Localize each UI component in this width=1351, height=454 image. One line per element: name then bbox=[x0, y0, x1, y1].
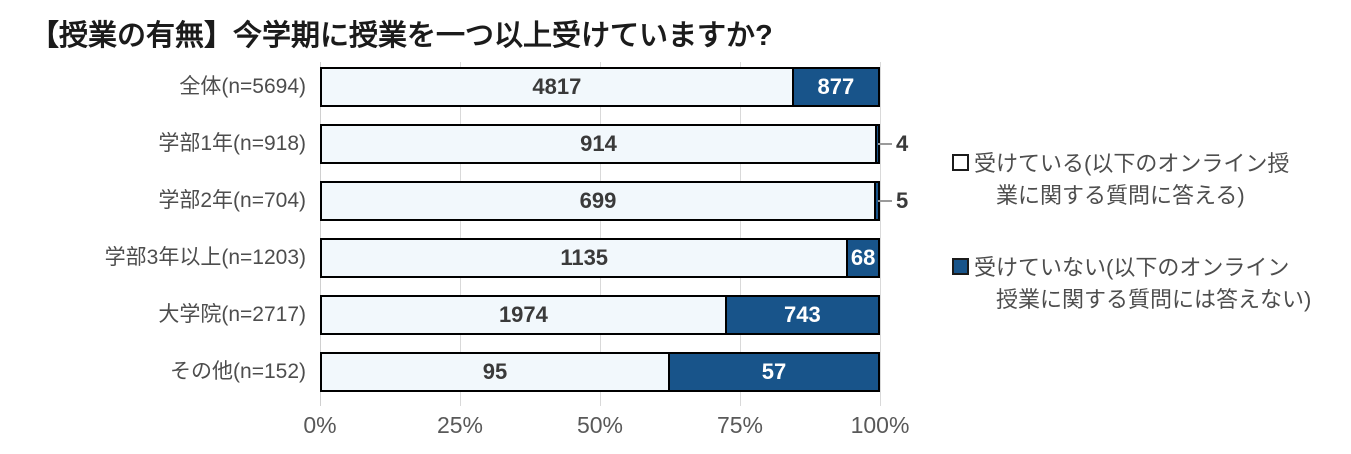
x-tick-label-75%: 75% bbox=[716, 412, 764, 438]
legend-label-1-line1: 受けている(以下のオンライン授 bbox=[974, 151, 1290, 176]
x-tick-label-50%: 50% bbox=[576, 412, 624, 438]
bar-value-light: 95 bbox=[482, 359, 508, 384]
bar-value-dark: 68 bbox=[850, 245, 876, 270]
legend-label-2-line2: 授業に関する質問には答えない) bbox=[996, 286, 1312, 312]
gridline-100% bbox=[880, 62, 881, 406]
chart-legend: 受けている(以下のオンライン授 業に関する質問に答える) 受けていない(以下のオ… bbox=[952, 148, 1347, 356]
bar-value-dark: 743 bbox=[784, 302, 821, 327]
category-axis-labels: 全体(n=5694) 学部1年(n=918) 学部2年(n=704) 学部3年以上(n… bbox=[10, 62, 306, 404]
category-label: 学部1年(n=918) bbox=[158, 132, 306, 155]
bar-value-light: 914 bbox=[580, 131, 617, 156]
bar-value-light: 1974 bbox=[498, 302, 548, 327]
legend-label-1: 受けている(以下のオンライン授 業に関する質問に答える) bbox=[974, 148, 1289, 212]
gridline-75% bbox=[740, 62, 741, 406]
bar-segment-dark[interactable]: 743 bbox=[724, 295, 880, 335]
bar-row: 914 4 bbox=[320, 124, 908, 164]
bar-value-dark: 57 bbox=[761, 359, 787, 384]
callout-leader-line bbox=[877, 200, 892, 202]
bar-segment-light[interactable]: 699 bbox=[320, 181, 877, 221]
gridline-25% bbox=[460, 62, 461, 406]
bar-segment-dark[interactable]: 877 bbox=[791, 67, 880, 107]
plot-area: 4817 877 914 4 699 5 1135 68 1974 743 95 57 bbox=[320, 62, 908, 406]
chart-title: 【授業の有無】今学期に授業を一つ以上受けていますか? bbox=[30, 20, 773, 52]
gridline-50% bbox=[600, 62, 601, 406]
legend-label-2: 受けていない(以下のオンライン 授業に関する質問には答えない) bbox=[974, 252, 1311, 316]
bar-segment-dark[interactable]: 4 bbox=[875, 124, 908, 164]
bar-segment-dark[interactable]: 68 bbox=[846, 238, 880, 278]
gridline-0% bbox=[320, 62, 321, 406]
x-axis: 0% 25% 50% 75% 100% bbox=[303, 404, 909, 444]
category-label: 学部2年(n=704) bbox=[158, 189, 306, 212]
bar-value-dark: 877 bbox=[817, 74, 855, 99]
bar-row: 4817 877 bbox=[320, 67, 880, 107]
legend-label-1-line2: 業に関する質問に答える) bbox=[996, 182, 1245, 208]
bar-value-dark: 5 bbox=[895, 188, 909, 213]
bar-segment-light[interactable]: 1974 bbox=[320, 295, 727, 335]
category-label: その他(n=152) bbox=[170, 360, 306, 383]
bar-segment-dark[interactable]: 5 bbox=[874, 181, 908, 221]
category-label: 全体(n=5694) bbox=[179, 75, 306, 98]
x-tick-label-0%: 0% bbox=[303, 412, 337, 438]
callout-leader-line bbox=[878, 143, 892, 145]
bar-row: 1135 68 bbox=[320, 238, 880, 278]
bar-segment-light[interactable]: 4817 bbox=[320, 67, 794, 107]
legend-swatch-light-icon bbox=[952, 154, 969, 171]
bar-segment-light[interactable]: 914 bbox=[320, 124, 877, 164]
bar-value-callout: 5 bbox=[877, 188, 909, 213]
x-tick-label-100%: 100% bbox=[850, 412, 910, 438]
bar-value-light: 1135 bbox=[560, 245, 609, 270]
bar-row: 1974 743 bbox=[320, 295, 880, 335]
legend-label-2-line1: 受けていない(以下のオンライン bbox=[974, 254, 1290, 280]
bar-value-callout: 4 bbox=[878, 133, 908, 155]
bar-value-light: 4817 bbox=[532, 74, 582, 99]
bar-value-dark: 4 bbox=[896, 131, 909, 156]
x-tick-label-25%: 25% bbox=[436, 412, 484, 438]
legend-entry-受けていない[interactable]: 受けていない(以下のオンライン 授業に関する質問には答えない) bbox=[952, 252, 1347, 316]
bar-segment-dark[interactable]: 57 bbox=[668, 352, 880, 392]
bar-row: 699 5 bbox=[320, 181, 908, 221]
category-label: 学部3年以上(n=1203) bbox=[104, 246, 306, 269]
category-label: 大学院(n=2717) bbox=[158, 303, 306, 326]
bar-segment-light[interactable]: 95 bbox=[320, 352, 670, 392]
bar-row: 95 57 bbox=[320, 352, 880, 392]
bar-value-light: 699 bbox=[579, 188, 617, 213]
legend-entry-受けている[interactable]: 受けている(以下のオンライン授 業に関する質問に答える) bbox=[952, 148, 1347, 212]
bar-segment-light[interactable]: 1135 bbox=[320, 238, 849, 278]
legend-swatch-dark-icon bbox=[952, 257, 969, 275]
